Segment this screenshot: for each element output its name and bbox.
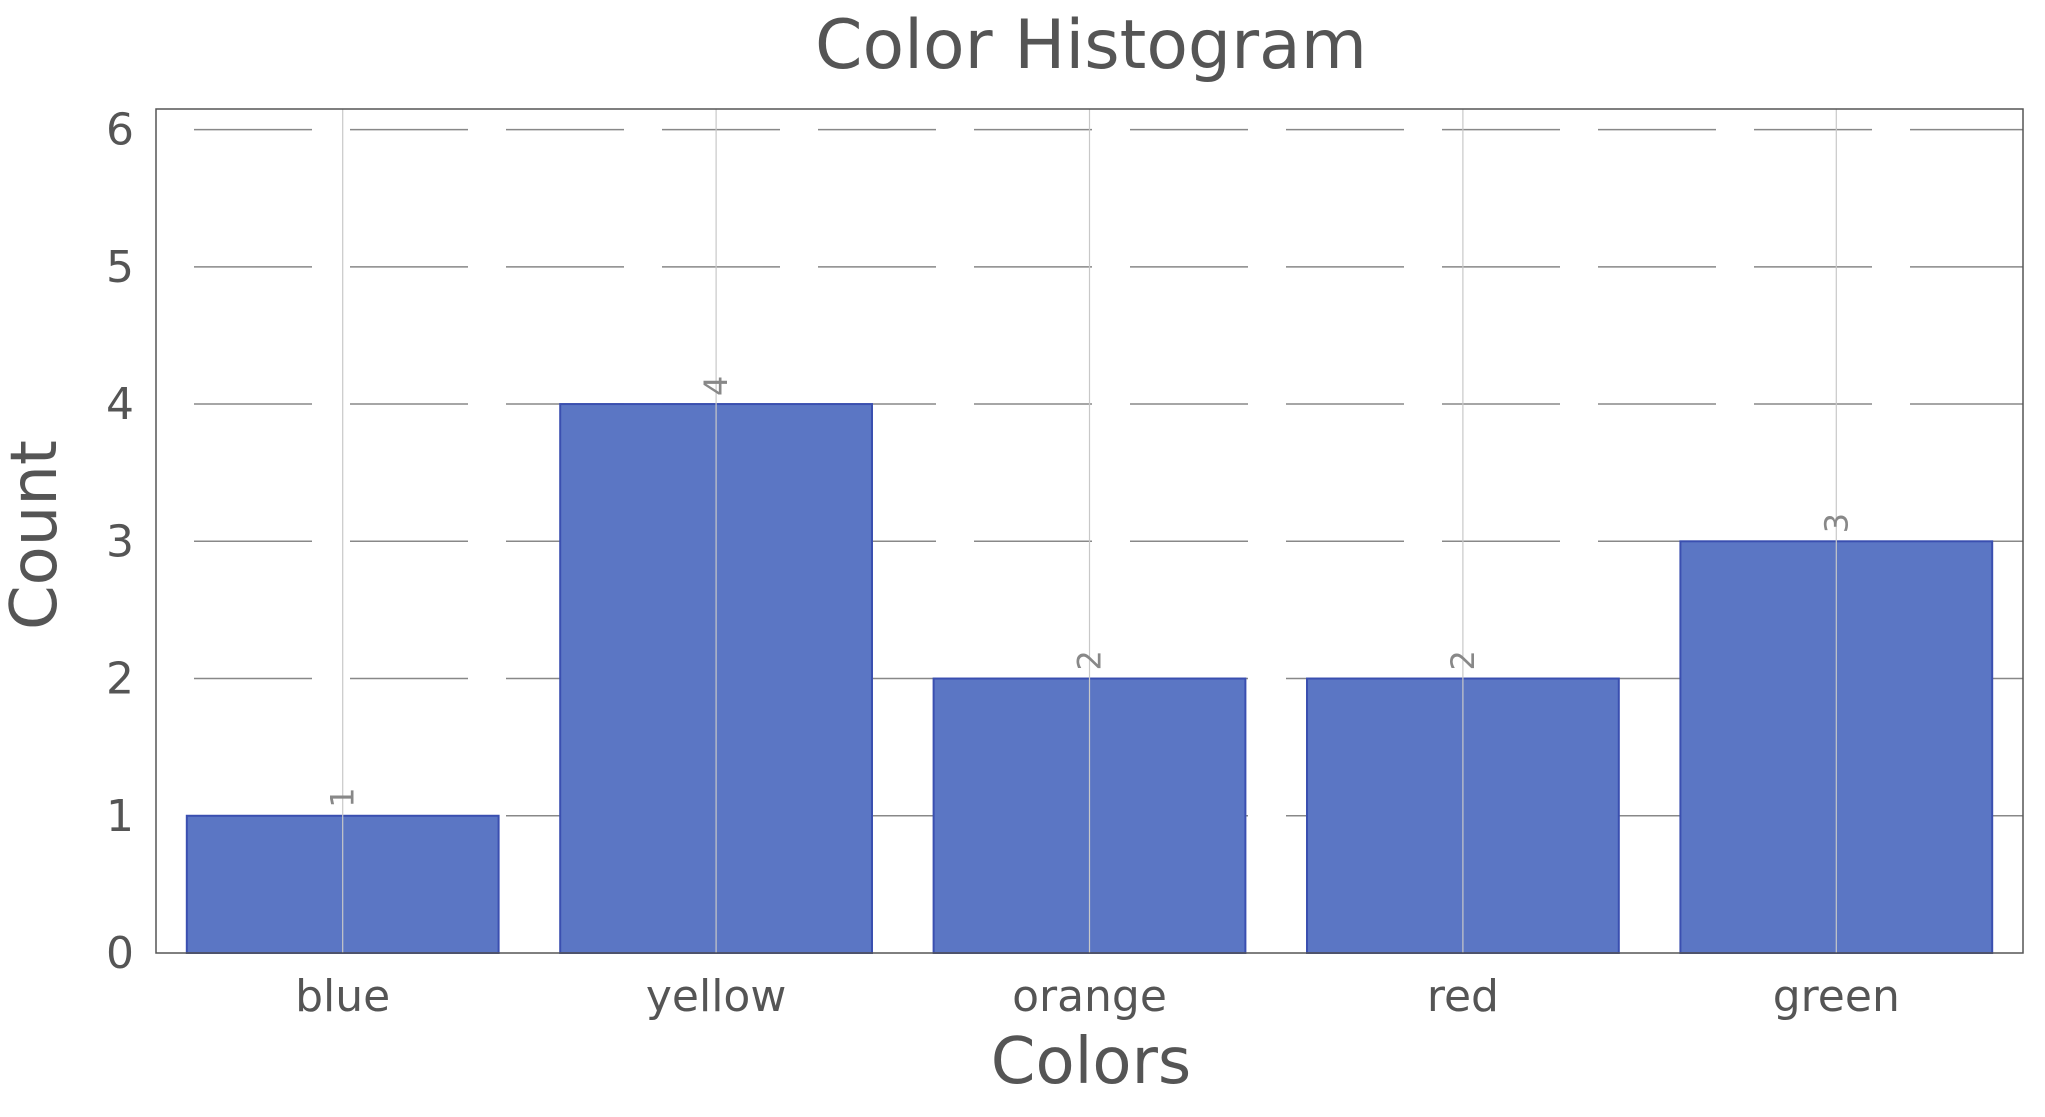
- x-tick-label-orange: orange: [1012, 971, 1167, 1022]
- y-tick-label-6: 6: [106, 105, 134, 156]
- y-tick-label-3: 3: [106, 516, 134, 567]
- x-tick-label-red: red: [1427, 971, 1499, 1022]
- data-label-red: 2: [1444, 650, 1482, 670]
- vertical-grid-layer: [342, 109, 1837, 953]
- data-label-yellow: 4: [697, 376, 735, 396]
- x-tick-label-blue: blue: [295, 971, 390, 1022]
- y-tick-label-2: 2: [106, 654, 134, 705]
- plot-frame: [155, 108, 2024, 954]
- data-label-blue: 1: [324, 787, 362, 807]
- x-tick-label-green: green: [1773, 971, 1900, 1022]
- x-tick-labels: blue yellow orange red green: [295, 971, 1900, 1022]
- x-axis-label: Colors: [991, 1025, 1191, 1099]
- data-label-orange: 2: [1071, 650, 1109, 670]
- chart-title: Color Histogram: [815, 6, 1367, 85]
- y-tick-labels: 0 1 2 3 4 5 6: [106, 105, 134, 979]
- y-tick-label-1: 1: [106, 791, 134, 842]
- y-tick-label-0: 0: [106, 928, 134, 979]
- y-axis-label: Count: [0, 440, 72, 630]
- y-tick-label-4: 4: [106, 379, 134, 430]
- data-label-green: 3: [1817, 513, 1855, 533]
- y-tick-label-5: 5: [106, 242, 134, 293]
- data-labels: 1 4 2 2 3: [324, 376, 1856, 808]
- x-tick-label-yellow: yellow: [646, 971, 786, 1022]
